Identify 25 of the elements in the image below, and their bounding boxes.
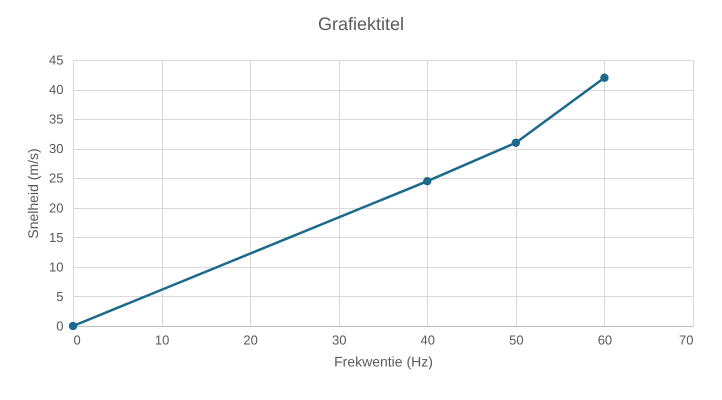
- x-tick-label: 20: [243, 332, 258, 348]
- y-tick-label: 15: [49, 230, 64, 245]
- point: [423, 177, 432, 186]
- y-tick-label: 40: [49, 82, 64, 98]
- x-tick-label: 50: [509, 332, 524, 348]
- x-tick-label: 0: [74, 332, 81, 348]
- chart-title: Grafiektitel: [318, 14, 404, 34]
- x-axis-title: Frekwentie (Hz): [334, 354, 433, 370]
- y-tick-label: 10: [49, 259, 64, 274]
- point: [512, 138, 520, 147]
- y-axis-title: Snelheid (m/s): [25, 148, 42, 239]
- y-tick-label: 45: [49, 52, 64, 68]
- x-tick-label: 30: [332, 332, 346, 348]
- x-tick-label: 70: [679, 332, 694, 348]
- point: [600, 74, 609, 82]
- x-tick-label: 40: [420, 332, 436, 348]
- y-tick-label: 20: [49, 200, 64, 216]
- y-tick-label: 30: [49, 141, 64, 156]
- y-tick-label: 5: [56, 288, 64, 304]
- x-tick-label: 60: [598, 332, 612, 348]
- y-tick-label: 35: [49, 112, 64, 127]
- y-tick-label: 0: [56, 318, 64, 334]
- y-tick-label: 25: [49, 170, 64, 186]
- point: [68, 322, 78, 330]
- x-tick-label: 10: [154, 332, 170, 348]
